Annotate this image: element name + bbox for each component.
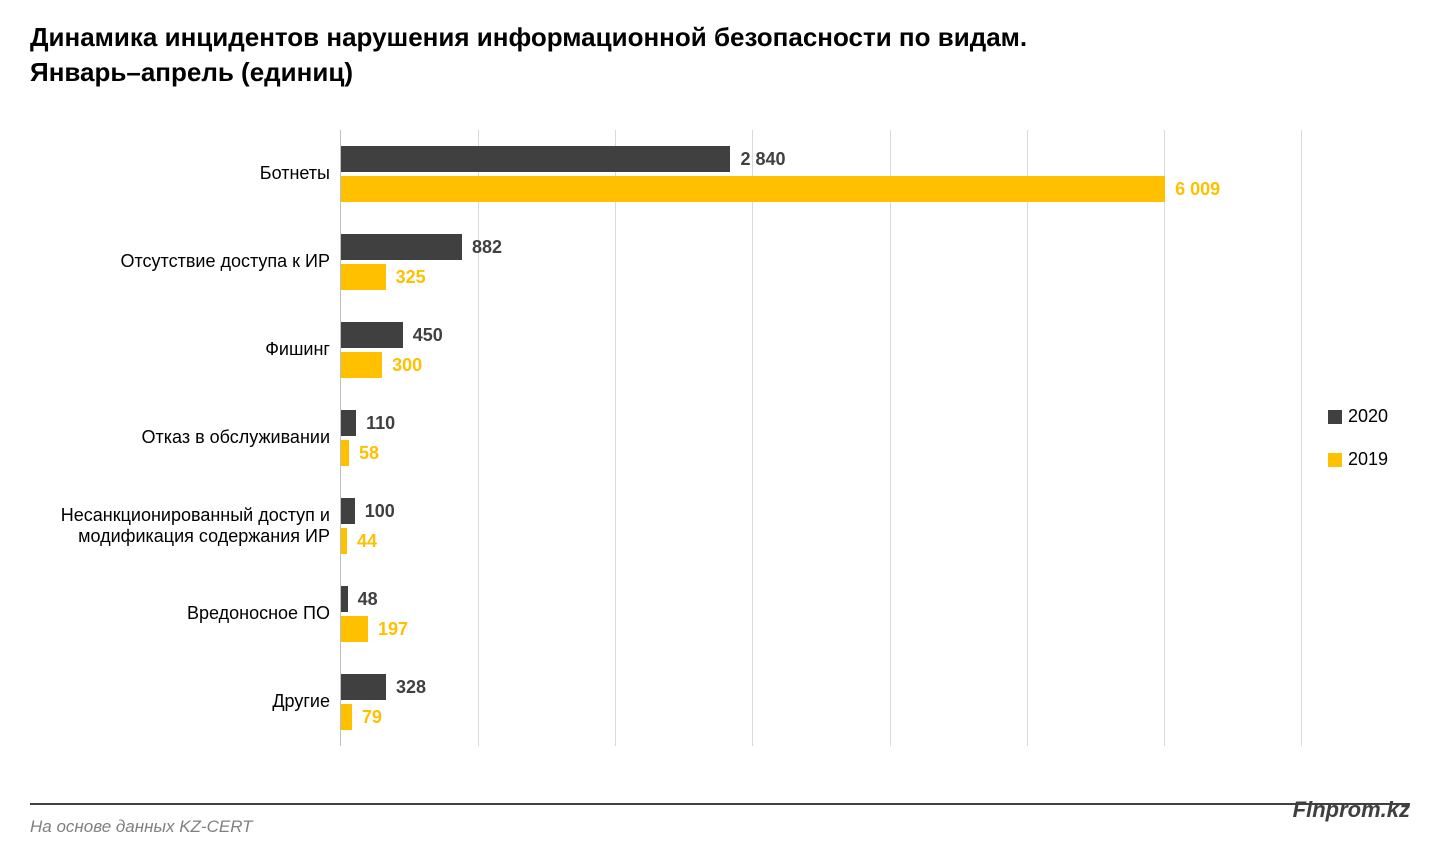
bar-row: 10044: [341, 482, 395, 570]
bar-value-label: 48: [358, 589, 378, 610]
bar-value-label: 110: [366, 413, 395, 434]
category-label: Отказ в обслуживании: [30, 427, 340, 449]
bar-rect: [341, 704, 352, 730]
bar-row: 2 840 6 009: [341, 130, 1220, 218]
bar-rect: [341, 586, 348, 612]
bar-value-label: 6 009: [1175, 179, 1220, 200]
legend-item: 2019: [1328, 449, 1410, 470]
gridline: [890, 130, 891, 746]
legend: 2020 2019: [1310, 130, 1410, 746]
bar-rect: [341, 674, 386, 700]
category-label: Другие: [30, 691, 340, 713]
bar-value-label: 79: [362, 707, 382, 728]
bar-row: 450300: [341, 306, 443, 394]
bar-value-label: 2 840: [740, 149, 785, 170]
legend-swatch: [1328, 453, 1342, 467]
bar-row: 328 79: [341, 658, 426, 746]
bar: 325: [341, 264, 502, 290]
bar-row: 48197: [341, 570, 408, 658]
legend-label: 2020: [1348, 406, 1388, 427]
bar: 300: [341, 352, 443, 378]
bar-row: 882 325: [341, 218, 502, 306]
category-labels-column: Ботнеты Отсутствие доступа к ИР Фишинг Отка…: [30, 130, 340, 746]
bar-rect: [341, 322, 403, 348]
chart-title: Динамика инцидентов нарушения информацио…: [30, 20, 1410, 90]
bar-rect: [341, 410, 356, 436]
bar-rect: [341, 146, 730, 172]
bar: 2 840: [341, 146, 1220, 172]
bar-rect: [341, 498, 355, 524]
gridline: [615, 130, 616, 746]
legend-item: 2020: [1328, 406, 1410, 427]
bar: 328: [341, 674, 426, 700]
bar: 6 009: [341, 176, 1220, 202]
brand-text: Finprom.kz: [1293, 797, 1410, 823]
bar-value-label: 882: [472, 237, 502, 258]
gridline: [752, 130, 753, 746]
gridline: [1164, 130, 1165, 746]
bar-value-label: 325: [396, 267, 426, 288]
bar-row: 11058: [341, 394, 395, 482]
category-label: Ботнеты: [30, 163, 340, 185]
category-label: Вредоносное ПО: [30, 603, 340, 625]
bar: 450: [341, 322, 443, 348]
legend-swatch: [1328, 410, 1342, 424]
bar-rect: [341, 616, 368, 642]
bar-rect: [341, 264, 386, 290]
gridline: [1301, 130, 1302, 746]
bar: 79: [341, 704, 426, 730]
bar-rect: [341, 352, 382, 378]
bar-rect: [341, 528, 347, 554]
title-line-2: Январь–апрель (единиц): [30, 55, 1410, 90]
gridline: [1027, 130, 1028, 746]
category-label: Фишинг: [30, 339, 340, 361]
bar-rect: [341, 176, 1165, 202]
bar-value-label: 100: [365, 501, 395, 522]
bar-value-label: 328: [396, 677, 426, 698]
bar: 197: [341, 616, 408, 642]
bar-value-label: 300: [392, 355, 422, 376]
bar: 110: [341, 410, 395, 436]
bars-area: 2 8406 009882325450300110581004448197328…: [340, 130, 1300, 746]
category-label: Несанкционированный доступ и модификация…: [30, 505, 340, 548]
chart-footer: На основе данных KZ-CERT Finprom.kz: [30, 803, 1410, 837]
category-label: Отсутствие доступа к ИР: [30, 251, 340, 273]
bar: 882: [341, 234, 502, 260]
bar: 48: [341, 586, 408, 612]
bar: 58: [341, 440, 395, 466]
bar-rect: [341, 234, 462, 260]
bar: 100: [341, 498, 395, 524]
chart-container: Ботнеты Отсутствие доступа к ИР Фишинг Отка…: [30, 130, 1410, 746]
title-line-1: Динамика инцидентов нарушения информацио…: [30, 20, 1410, 55]
bar-rect: [341, 440, 349, 466]
footer-divider: [30, 803, 1410, 805]
bar-value-label: 450: [413, 325, 443, 346]
bar: 44: [341, 528, 395, 554]
source-text: На основе данных KZ-CERT: [30, 817, 253, 837]
legend-label: 2019: [1348, 449, 1388, 470]
bar-value-label: 58: [359, 443, 379, 464]
plot-area: 2 8406 009882325450300110581004448197328…: [340, 130, 1310, 746]
bar-value-label: 44: [357, 531, 377, 552]
bar-value-label: 197: [378, 619, 408, 640]
